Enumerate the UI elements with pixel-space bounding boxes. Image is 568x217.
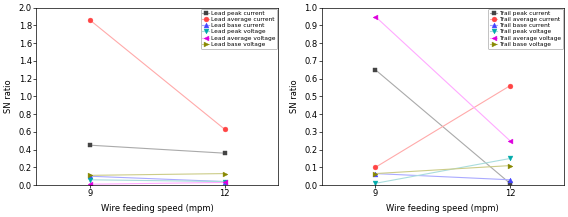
Y-axis label: SN ratio: SN ratio xyxy=(290,80,299,113)
Legend: Trail peak current, Trail average current, Trail base current, Trail peak voltag: Trail peak current, Trail average curren… xyxy=(488,9,563,49)
Y-axis label: SN ratio: SN ratio xyxy=(4,80,13,113)
Legend: Lead peak current, Lead average current, Lead base current, Lead peak voltage, L: Lead peak current, Lead average current,… xyxy=(201,9,277,49)
X-axis label: Wire feeding speed (mpm): Wire feeding speed (mpm) xyxy=(386,204,499,213)
X-axis label: Wire feeding speed (mpm): Wire feeding speed (mpm) xyxy=(101,204,214,213)
